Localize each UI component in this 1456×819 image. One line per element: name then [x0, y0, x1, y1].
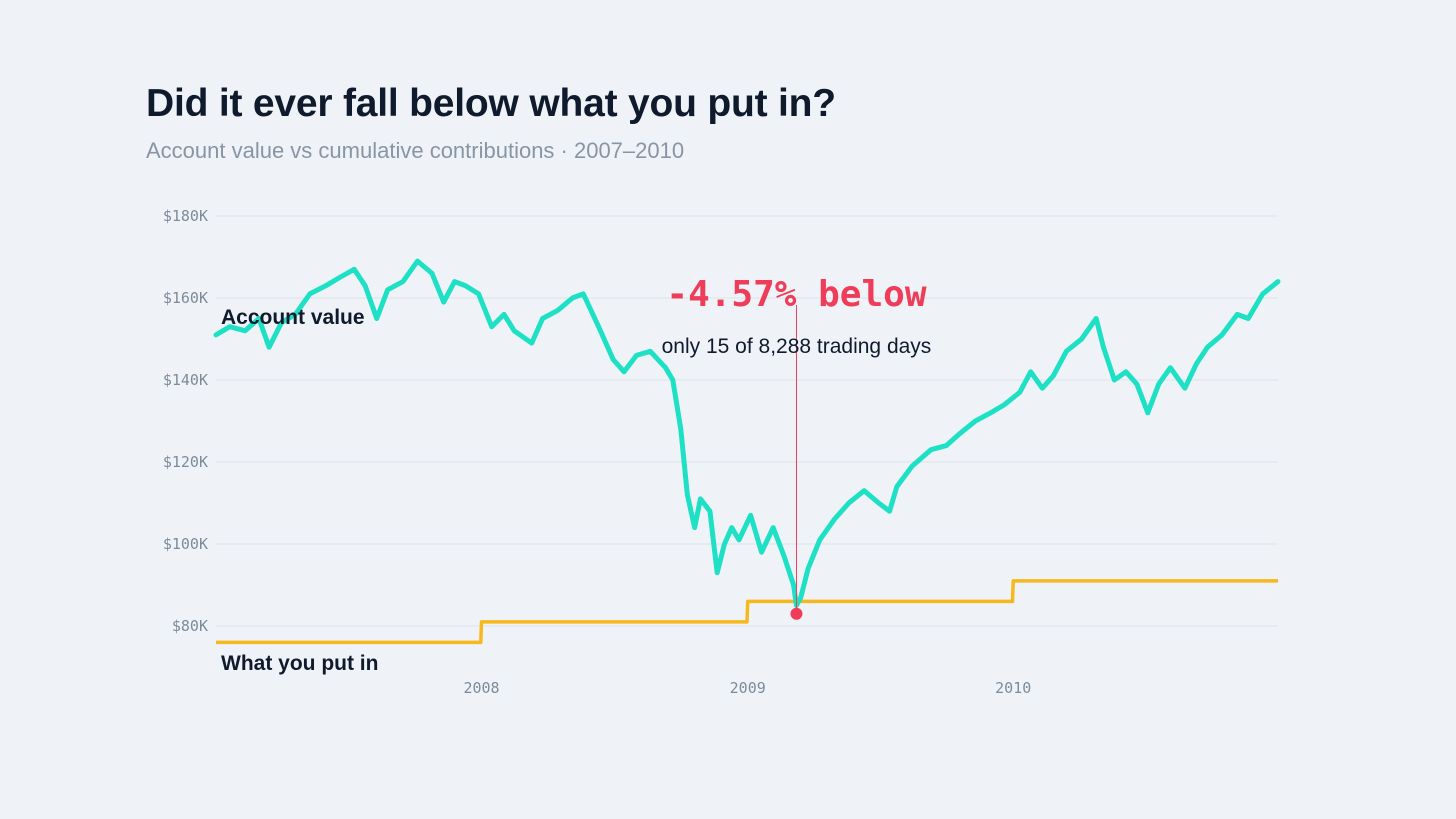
y-tick-label: $180K	[163, 207, 208, 225]
y-tick-label: $160K	[163, 289, 208, 307]
annotation-sublabel: only 15 of 8,288 trading days	[662, 335, 932, 358]
y-tick-label: $100K	[163, 535, 208, 553]
y-tick-label: $120K	[163, 453, 208, 471]
y-tick-label: $80K	[172, 617, 208, 635]
y-axis-ticks: $80K $100K $120K $140K $160K $180K	[163, 207, 208, 635]
series-line-contributions	[216, 579, 1278, 645]
series-line-account-value	[213, 258, 1281, 608]
annotation: -4.57% below only 15 of 8,288 trading da…	[662, 274, 932, 620]
x-axis-ticks: 2008 2009 2010	[463, 679, 1031, 697]
x-tick-label: 2009	[730, 679, 766, 697]
annotation-marker	[790, 607, 803, 620]
annotation-label: -4.57% below	[666, 274, 926, 315]
chart-title: Did it ever fall below what you put in?	[146, 82, 836, 125]
y-tick-label: $140K	[163, 371, 208, 389]
chart-subtitle: Account value vs cumulative contribution…	[146, 138, 685, 163]
series-label-account-value: Account value	[221, 306, 365, 329]
x-tick-label: 2010	[995, 679, 1031, 697]
series-lines	[213, 258, 1281, 645]
x-tick-label: 2008	[463, 679, 499, 697]
gridlines	[216, 215, 1278, 627]
series-label-contributions: What you put in	[221, 652, 378, 675]
